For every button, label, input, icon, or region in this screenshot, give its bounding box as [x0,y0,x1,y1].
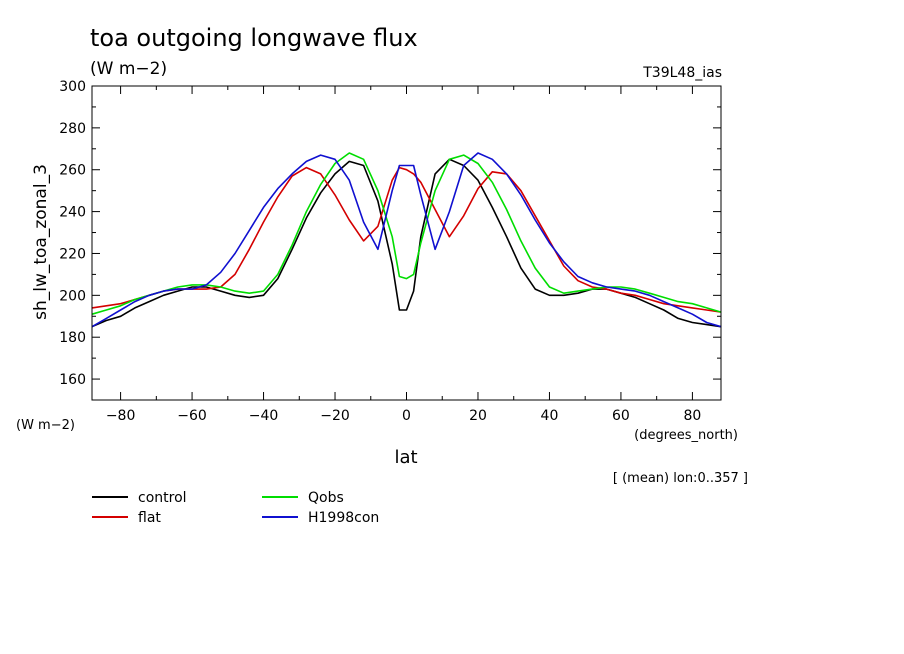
legend-label-qobs: Qobs [308,490,344,506]
legend-label-flat: flat [138,510,161,526]
y-axis-label: sh_lw_toa_zonal_3 [31,164,51,320]
x-tick-label: 40 [541,408,559,424]
y-tick-label: 280 [59,121,86,137]
x-tick-label: −80 [106,408,136,424]
mean-note: [ (mean) lon:0..357 ] [613,471,748,486]
x-tick-label: 80 [683,408,701,424]
x-axis-label: lat [394,447,417,468]
x-tick-label: −20 [320,408,350,424]
y-tick-label: 300 [59,79,86,95]
chart-subtitle: (W m−2) [90,59,167,79]
y-axis-units: (W m−2) [16,418,75,433]
legend: control flat Qobs H1998con [92,490,379,526]
series-line-flat [91,166,722,313]
x-tick-label: 0 [402,408,411,424]
legend-label-control: control [138,490,187,506]
y-tick-label: 200 [59,288,86,304]
y-tick-label: 220 [59,246,86,262]
series-layer [91,152,722,328]
x-axis-units: (degrees_north) [634,428,738,443]
x-tick-label: −40 [249,408,279,424]
legend-label-h1998con: H1998con [308,510,379,526]
x-tick-label: 20 [469,408,487,424]
series-line-control [91,158,722,328]
x-tick-label: 60 [612,408,630,424]
plot-frame [91,85,722,401]
y-tick-label: 180 [59,330,86,346]
y-tick-label: 240 [59,205,86,221]
series-line-h1998con [91,152,722,328]
y-tick-label: 260 [59,163,86,179]
x-tick-label: −60 [177,408,207,424]
chart-title: toa outgoing longwave flux [90,24,418,52]
y-tick-label: 160 [59,372,86,388]
run-label: T39L48_ias [642,65,722,81]
ticks-layer: 160 180 200 220 240 260 280 300 −80 −60 −40 −20 0 20 4… [59,79,721,424]
